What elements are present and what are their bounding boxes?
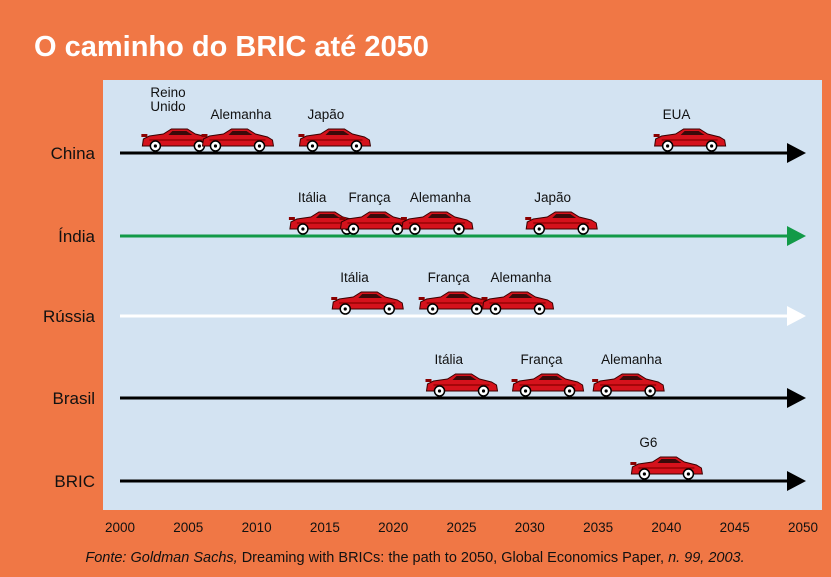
source: Fonte: Goldman Sachs, Dreaming with BRIC… [85,550,744,566]
car-spoiler [331,297,337,300]
event-label: G6 [639,435,657,450]
car-hub [388,307,391,310]
car-spoiler [592,379,598,382]
car-hub [605,389,608,392]
event-label: Reino [150,85,185,100]
event-label: França [521,352,564,367]
event-label: França [348,190,391,205]
car-spoiler [525,217,531,220]
row-label: Índia [58,227,95,246]
car-spoiler [426,379,432,382]
source-part: Dreaming with BRICs: the path to 2050, G… [242,550,664,566]
car-spoiler [630,462,636,465]
car-hub [538,227,541,230]
x-tick-label: 2040 [651,520,681,535]
car-hub [582,227,585,230]
event-label: França [428,270,471,285]
car-hub [666,144,669,147]
event-label: Japão [307,107,344,122]
event-label: Itália [340,270,369,285]
row-label: China [51,144,96,163]
car-hub [568,389,571,392]
row-label: Brasil [52,389,95,408]
event-label: Itália [298,190,327,205]
event-label: Japão [534,190,571,205]
car-hub [413,227,416,230]
car-hub [438,389,441,392]
car-spoiler [654,134,660,137]
car-spoiler [482,297,488,300]
car-hub [687,472,690,475]
x-tick-label: 2025 [446,520,476,535]
car-hub [311,144,314,147]
car-hub [494,307,497,310]
car-hub [198,144,201,147]
event-label: EUA [663,107,691,122]
x-tick-label: 2035 [583,520,613,535]
car-hub [475,307,478,310]
car-hub [524,389,527,392]
car-hub [710,144,713,147]
car-hub [396,227,399,230]
event-label: Alemanha [491,270,552,285]
car-hub [649,389,652,392]
car-hub [258,144,261,147]
car-spoiler [339,217,345,220]
car-hub [154,144,157,147]
car-spoiler [298,134,304,137]
car-hub [457,227,460,230]
car-spoiler [419,297,425,300]
x-tick-label: 2045 [720,520,750,535]
chart: O caminho do BRIC até 2050 Fonte: Goldma… [0,0,831,577]
car-hub [344,307,347,310]
car-spoiler [512,379,518,382]
event-label: Itália [435,352,464,367]
chart-title: O caminho do BRIC até 2050 [34,31,429,63]
x-tick-label: 2010 [242,520,272,535]
x-tick-label: 2015 [310,520,340,535]
car-spoiler [141,134,147,137]
row-label: Rússia [43,307,96,326]
car-hub [431,307,434,310]
car-hub [643,472,646,475]
event-label: Unido [150,99,185,114]
event-label: Alemanha [410,190,471,205]
event-label: Alemanha [601,352,662,367]
car-hub [301,227,304,230]
x-tick-label: 2030 [515,520,545,535]
car-hub [214,144,217,147]
row-label: BRIC [54,472,95,491]
car-spoiler [201,134,207,137]
source-part: n. 99, 2003. [668,550,745,566]
car-hub [352,227,355,230]
car-hub [538,307,541,310]
x-tick-label: 2020 [378,520,408,535]
car-hub [482,389,485,392]
x-tick-label: 2000 [105,520,135,535]
car-hub [355,144,358,147]
car-spoiler [289,217,295,220]
x-tick-label: 2005 [173,520,203,535]
event-label: Alemanha [210,107,271,122]
source-part: Fonte: Goldman Sachs, [85,550,237,566]
x-tick-label: 2050 [788,520,818,535]
car-spoiler [401,217,407,220]
